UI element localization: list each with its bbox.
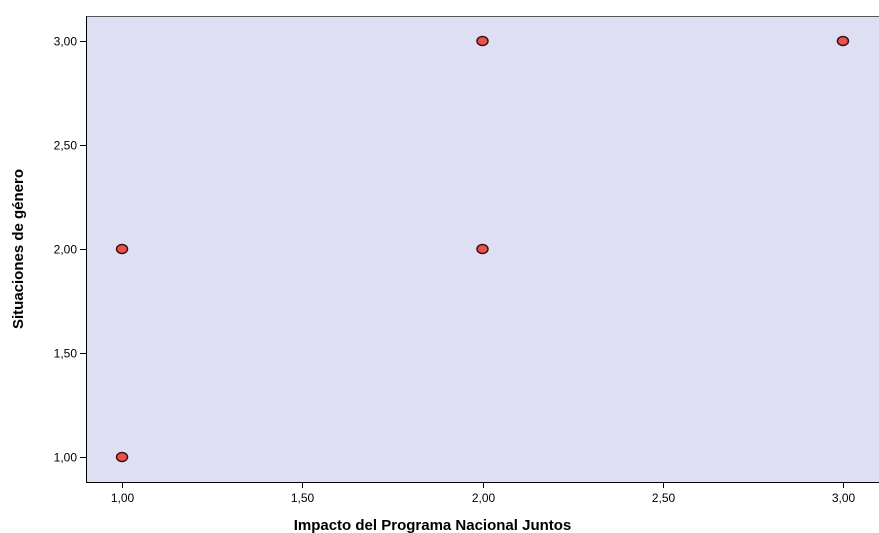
x-tick-label: 2,50	[652, 491, 676, 505]
data-points	[115, 35, 850, 463]
x-tick-label: 2,00	[472, 491, 496, 505]
y-tick-label: 1,00	[54, 451, 78, 465]
y-tick-label: 1,50	[54, 347, 78, 361]
x-tick-label: 3,00	[832, 491, 856, 505]
y-axis-ticks: 1,00 1,50 2,00 2,50 3,00	[54, 35, 86, 465]
x-axis-ticks: 1,00 1,50 2,00 2,50 3,00	[111, 482, 856, 505]
y-axis-title: Situaciones de género	[10, 169, 27, 329]
y-tick-label: 2,50	[54, 139, 78, 153]
scatter-point	[476, 243, 489, 255]
scatter-point	[836, 35, 850, 47]
x-axis-title: Impacto del Programa Nacional Juntos	[294, 517, 572, 533]
scatter-point	[115, 243, 129, 255]
x-tick-label: 1,00	[111, 491, 135, 505]
y-tick-label: 2,00	[54, 243, 78, 257]
x-tick-label: 1,50	[291, 491, 315, 505]
scatter-point	[476, 35, 489, 47]
y-tick-label: 3,00	[54, 35, 78, 49]
scatter-point	[115, 451, 129, 463]
